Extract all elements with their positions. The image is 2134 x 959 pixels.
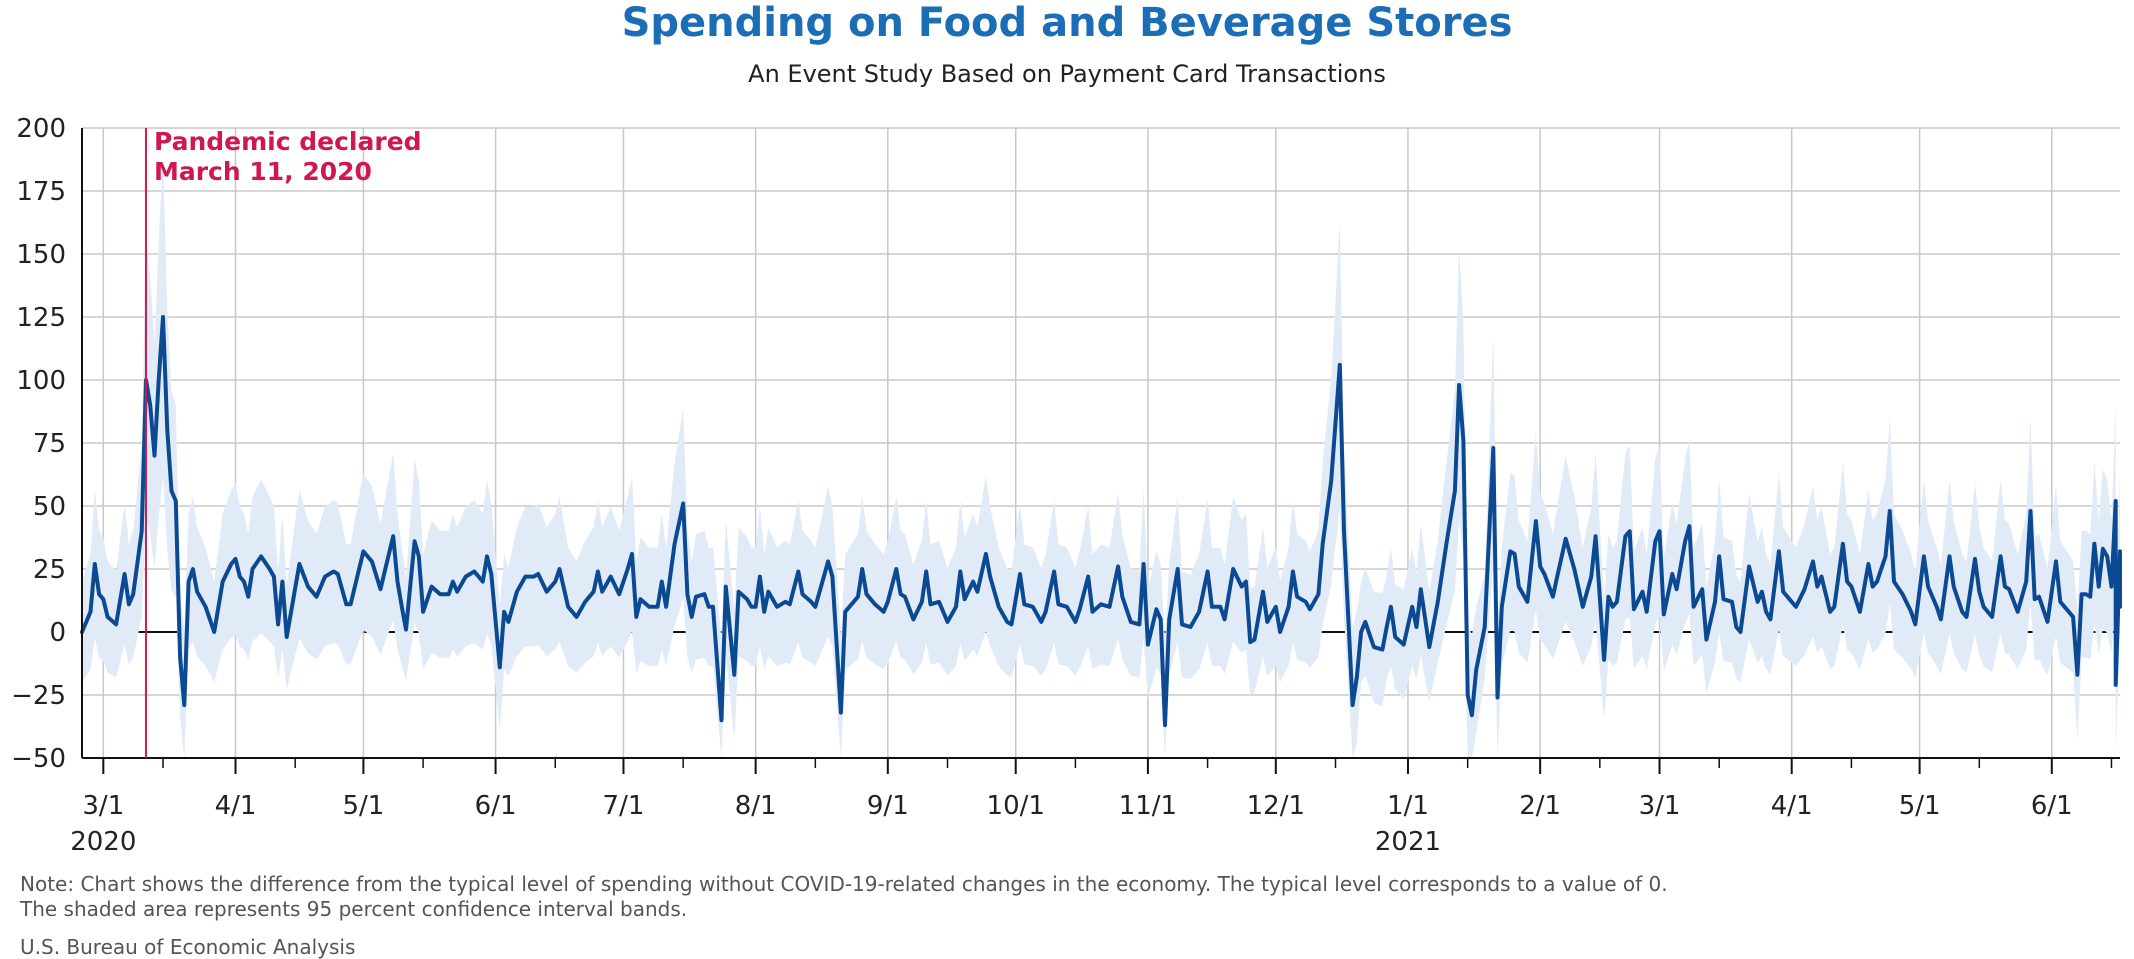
series-line — [80, 315, 2122, 728]
y-tick-label: 25 — [33, 555, 66, 585]
confidence-band — [82, 156, 2120, 758]
x-tick-label: 4/1 — [215, 791, 257, 821]
x-tick-label: 5/1 — [342, 791, 384, 821]
chart-source: U.S. Bureau of Economic Analysis — [20, 935, 356, 959]
axes: 200 175 150 125 100 75 50 25 0 −25 −50 3/1 2020 4/1 5/… — [11, 114, 2120, 857]
x-tick-label: 8/1 — [735, 791, 777, 821]
y-tick-label: 175 — [16, 177, 66, 207]
y-tick-label: 200 — [16, 114, 66, 144]
x-tick-label: 6/1 — [2031, 791, 2073, 821]
x-tick-label: 1/1 — [1387, 791, 1429, 821]
x-tick-label: 2/1 — [1519, 791, 1561, 821]
y-tick-label: 100 — [16, 366, 66, 396]
x-tick-label: 4/1 — [1771, 791, 1813, 821]
x-tick-label: 12/1 — [1247, 791, 1305, 821]
y-tick-label: 75 — [33, 429, 66, 459]
x-tick-label: 3/1 — [82, 791, 124, 821]
y-tick-label: −50 — [11, 744, 66, 774]
y-tick-label: −25 — [11, 681, 66, 711]
x-year-label: 2020 — [70, 827, 136, 857]
spending-chart: 200 175 150 125 100 75 50 25 0 −25 −50 3/1 2020 4/1 5/… — [11, 114, 2122, 857]
x-tick-label: 5/1 — [1899, 791, 1941, 821]
chart-note-line-2: The shaded area represents 95 percent co… — [20, 897, 688, 921]
x-tick-label: 9/1 — [867, 791, 909, 821]
x-tick-label: 10/1 — [987, 791, 1045, 821]
series-layer — [80, 315, 2122, 728]
x-tick-label: 6/1 — [475, 791, 517, 821]
x-tick-label: 11/1 — [1119, 791, 1177, 821]
chart-title: Spending on Food and Beverage Stores — [621, 0, 1513, 46]
y-tick-label: 50 — [33, 492, 66, 522]
y-tick-label: 0 — [49, 618, 66, 648]
x-tick-label: 3/1 — [1639, 791, 1681, 821]
x-tick-label: 7/1 — [603, 791, 645, 821]
y-tick-label: 125 — [16, 303, 66, 333]
chart-subtitle: An Event Study Based on Payment Card Tra… — [748, 60, 1386, 88]
confidence-band-area — [82, 156, 2120, 758]
x-year-label: 2021 — [1375, 827, 1441, 857]
event-label-line-1: Pandemic declared — [154, 127, 422, 156]
y-tick-label: 150 — [16, 240, 66, 270]
event-label-line-2: March 11, 2020 — [154, 157, 372, 186]
chart-note-line-1: Note: Chart shows the difference from th… — [20, 872, 1668, 896]
